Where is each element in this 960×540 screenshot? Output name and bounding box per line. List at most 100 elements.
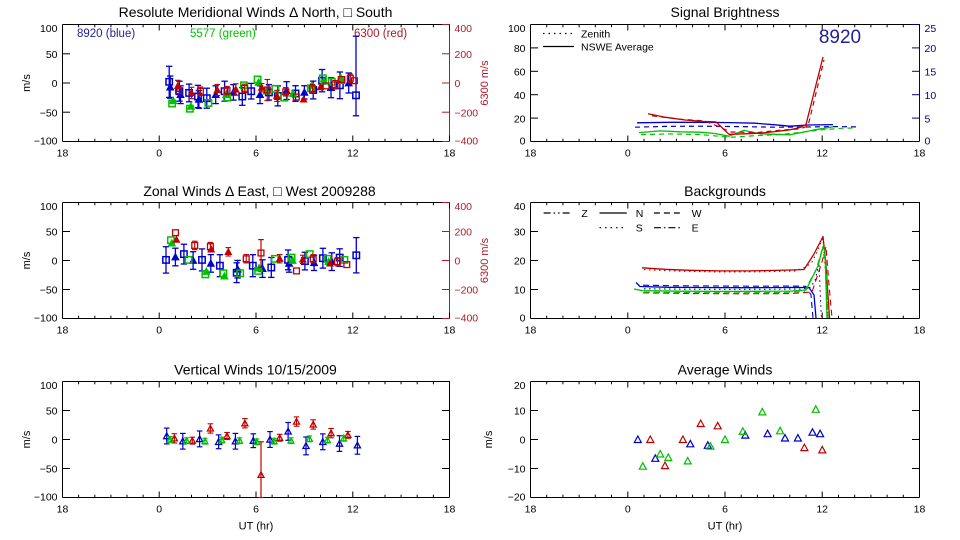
svg-text:400: 400 [455,201,473,213]
svg-text:100: 100 [40,23,58,35]
svg-text:0: 0 [625,148,631,160]
svg-text:200: 200 [455,49,473,61]
svg-text:200: 200 [455,227,473,239]
svg-text:18: 18 [57,504,69,516]
svg-text:−20: −20 [508,492,526,504]
svg-text:UT (hr): UT (hr) [708,521,743,533]
svg-text:18: 18 [914,325,926,337]
svg-text:12: 12 [816,148,828,160]
svg-text:6300 m/s: 6300 m/s [479,237,491,283]
svg-text:12: 12 [347,148,359,160]
svg-text:30: 30 [514,227,526,239]
svg-text:0: 0 [520,136,526,148]
svg-text:6: 6 [253,325,259,337]
svg-text:6: 6 [722,325,728,337]
svg-text:50: 50 [46,406,58,418]
svg-text:15: 15 [925,67,937,79]
svg-text:0: 0 [625,504,631,516]
svg-text:20: 20 [514,113,526,125]
svg-text:100: 100 [508,23,526,35]
svg-text:20: 20 [514,256,526,268]
svg-text:6: 6 [722,148,728,160]
svg-text:18: 18 [444,325,456,337]
svg-text:−50: −50 [40,108,58,120]
svg-text:6300 m/s: 6300 m/s [479,60,491,106]
svg-text:Resolute Meridional Winds Δ No: Resolute Meridional Winds Δ North, □ Sou… [119,4,393,20]
svg-text:0: 0 [156,504,162,516]
svg-text:0: 0 [455,256,461,268]
svg-text:E: E [692,223,699,235]
svg-text:10: 10 [514,285,526,297]
svg-text:Zenith: Zenith [581,29,610,41]
svg-text:0: 0 [52,256,58,268]
svg-text:12: 12 [816,325,828,337]
svg-text:6: 6 [253,148,259,160]
svg-text:400: 400 [455,23,473,35]
svg-text:Z: Z [581,208,588,220]
svg-text:100: 100 [40,201,58,213]
svg-text:m/s: m/s [21,74,33,92]
svg-text:10: 10 [514,406,526,418]
svg-text:10: 10 [925,90,937,102]
svg-text:W: W [692,208,702,220]
svg-text:−10: −10 [508,464,526,476]
svg-text:0: 0 [52,78,58,90]
svg-text:5577 (green): 5577 (green) [190,28,256,40]
svg-text:0: 0 [925,136,931,148]
svg-text:−50: −50 [40,464,58,476]
svg-text:−100: −100 [34,492,58,504]
svg-text:−100: −100 [34,136,58,148]
svg-text:−100: −100 [34,313,58,325]
svg-text:20: 20 [925,43,937,55]
svg-text:8920 (blue): 8920 (blue) [77,28,135,40]
svg-text:100: 100 [40,380,58,392]
svg-text:Vertical Winds 10/15/2009: Vertical Winds 10/15/2009 [174,362,337,378]
svg-text:18: 18 [525,325,537,337]
svg-text:0: 0 [520,313,526,325]
svg-text:0: 0 [455,78,461,90]
svg-text:−400: −400 [455,313,479,325]
svg-text:m/s: m/s [21,430,33,448]
svg-text:Average Winds: Average Winds [678,362,773,378]
svg-text:20: 20 [514,380,526,392]
svg-text:25: 25 [925,23,937,35]
svg-text:UT (hr): UT (hr) [239,521,274,533]
svg-text:Backgrounds: Backgrounds [684,183,766,199]
svg-text:−50: −50 [40,285,58,297]
svg-text:18: 18 [525,148,537,160]
svg-text:40: 40 [514,201,526,213]
svg-text:NSWE Average: NSWE Average [581,42,654,54]
svg-text:−200: −200 [455,108,479,120]
svg-text:18: 18 [525,504,537,516]
svg-text:18: 18 [57,325,69,337]
svg-text:0: 0 [156,148,162,160]
svg-text:Signal Brightness: Signal Brightness [671,4,780,20]
svg-text:0: 0 [52,435,58,447]
svg-text:18: 18 [444,148,456,160]
svg-text:N: N [636,208,644,220]
svg-text:18: 18 [57,148,69,160]
svg-text:0: 0 [520,435,526,447]
svg-text:12: 12 [816,504,828,516]
svg-text:−200: −200 [455,285,479,297]
svg-text:8920: 8920 [819,27,861,48]
svg-text:18: 18 [914,504,926,516]
svg-text:60: 60 [514,67,526,79]
svg-text:40: 40 [514,90,526,102]
svg-text:−400: −400 [455,136,479,148]
svg-text:18: 18 [914,148,926,160]
svg-text:m/s: m/s [483,430,495,448]
svg-text:80: 80 [514,43,526,55]
svg-text:0: 0 [625,325,631,337]
svg-text:5: 5 [925,113,931,125]
svg-text:18: 18 [444,504,456,516]
svg-text:6: 6 [253,504,259,516]
svg-text:Zonal Winds Δ East, □ West 200: Zonal Winds Δ East, □ West 2009288 [143,183,376,199]
svg-text:0: 0 [156,325,162,337]
svg-text:50: 50 [46,49,58,61]
svg-text:12: 12 [347,504,359,516]
svg-text:6: 6 [722,504,728,516]
svg-text:6300 (red): 6300 (red) [354,28,407,40]
svg-text:m/s: m/s [21,251,33,269]
svg-text:50: 50 [46,227,58,239]
